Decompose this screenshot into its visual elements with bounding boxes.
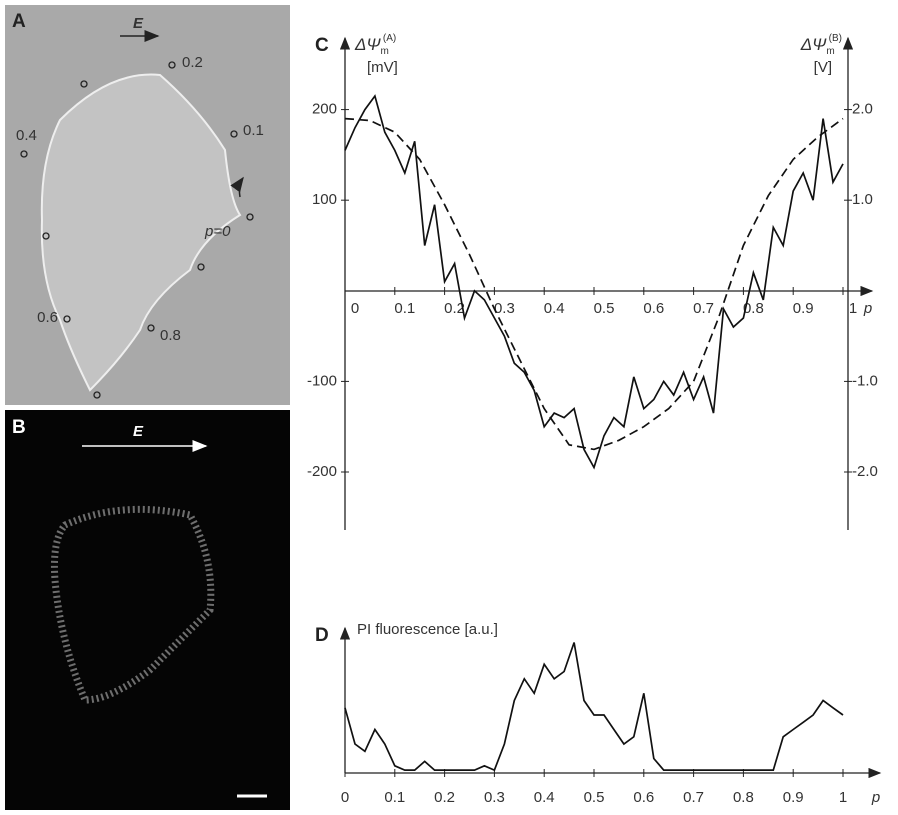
y-axis-unit: [mV] xyxy=(367,59,398,76)
x-tick-label: 0.4 xyxy=(544,300,565,317)
marker xyxy=(80,80,88,88)
direction-arrow xyxy=(230,176,244,198)
field-label: E xyxy=(133,423,144,440)
symbol: ΔΨ xyxy=(800,35,827,54)
y-tick-label: 200 xyxy=(312,101,337,118)
x-tick-label: 0.7 xyxy=(683,789,704,806)
x-tick-label: 0.9 xyxy=(793,300,814,317)
marker xyxy=(197,263,205,271)
y2-tick-label: 1.0 xyxy=(852,191,873,208)
x-tick-label: 0.3 xyxy=(494,300,515,317)
y-axis-unit: [V] xyxy=(814,59,832,76)
marker-label: 0.1 xyxy=(243,122,264,139)
marker xyxy=(147,324,155,332)
x-tick-label: 0.7 xyxy=(693,300,714,317)
x-tick-label: 0.6 xyxy=(633,789,654,806)
y-tick-label: 100 xyxy=(312,191,337,208)
y-axis-label: ΔΨm (A) xyxy=(354,33,396,57)
marker xyxy=(168,61,176,69)
superscript: (B) xyxy=(829,33,842,44)
data-line xyxy=(344,642,844,772)
marker-label: 0.6 xyxy=(37,309,58,326)
cell-a xyxy=(40,73,242,392)
x-tick-label: 0.2 xyxy=(434,789,455,806)
x-tick-label: 1 xyxy=(839,789,847,806)
y2-tick-label: -2.0 xyxy=(852,463,878,480)
y-axis-label: ΔΨm (B) xyxy=(800,33,842,57)
marker xyxy=(20,150,28,158)
marker xyxy=(93,391,101,399)
x-tick-label: 0.5 xyxy=(594,300,615,317)
y2-tick-label: -1.0 xyxy=(852,372,878,389)
data-line xyxy=(344,117,844,451)
y-tick-label: -100 xyxy=(307,372,337,389)
x-axis-label: p xyxy=(863,300,872,317)
marker xyxy=(246,213,254,221)
x-tick-label: 0.5 xyxy=(584,789,605,806)
marker-label: 0.2 xyxy=(182,54,203,71)
x-tick-label: 0.1 xyxy=(384,789,405,806)
subscript: m xyxy=(826,46,834,57)
x-tick-label: 0.3 xyxy=(484,789,505,806)
panel-label: D xyxy=(315,625,329,646)
x-tick-label: 0.6 xyxy=(643,300,664,317)
x-tick-label: 0.4 xyxy=(534,789,555,806)
markers: 0.2 0.1 0.4 p=0 0.6 0.8 xyxy=(16,54,264,399)
x-tick-label: 0.2 xyxy=(444,300,465,317)
x-tick-label: 0.8 xyxy=(743,300,764,317)
marker xyxy=(230,130,238,138)
x-tick-label: 1 xyxy=(849,300,857,317)
field-label: E xyxy=(133,15,144,32)
y2-tick-label: 2.0 xyxy=(852,101,873,118)
marker xyxy=(63,315,71,323)
symbol: ΔΨ xyxy=(354,35,381,54)
charts: Cp 0 0.1 0.2 0.3 0.4 0.5 0.6 0.7 0.8 0.9 1 -200 -100 1… xyxy=(307,33,882,806)
marker xyxy=(42,232,50,240)
y-tick-label: -200 xyxy=(307,463,337,480)
superscript: (A) xyxy=(383,33,396,44)
data-line xyxy=(344,94,844,470)
panel-label: B xyxy=(12,417,26,438)
y-axis-label: PI fluorescence [a.u.] xyxy=(357,621,498,638)
x-axis-label: p xyxy=(871,789,880,806)
x-tick-label: 0.1 xyxy=(394,300,415,317)
marker-label: p=0 xyxy=(204,223,231,240)
panel-label: A xyxy=(12,11,26,32)
x-tick-label: 0 xyxy=(351,300,359,317)
marker-label: 0.4 xyxy=(16,127,37,144)
x-tick-label: 0 xyxy=(341,789,349,806)
micrograph-b xyxy=(5,410,290,810)
x-tick-label: 0.8 xyxy=(733,789,754,806)
panel-label: C xyxy=(315,35,329,56)
x-tick-label: 0.9 xyxy=(783,789,804,806)
subscript: m xyxy=(381,46,389,57)
marker-label: 0.8 xyxy=(160,327,181,344)
